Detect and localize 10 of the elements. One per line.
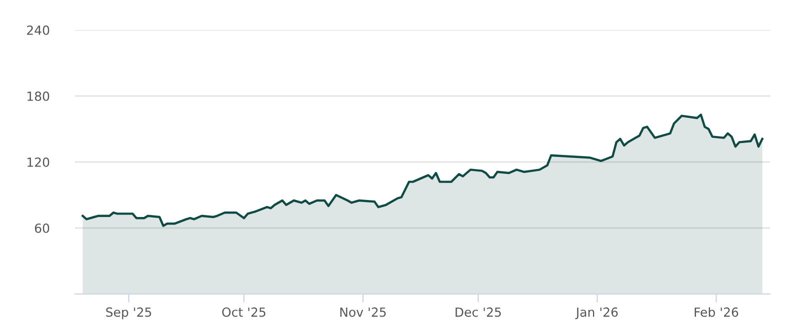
x-tick-label: Sep '25 (106, 307, 152, 320)
x-tick-label: Feb '26 (694, 307, 738, 317)
x-tick-label: Dec '25 (456, 307, 501, 317)
y-tick-label: 120 (28, 157, 50, 167)
y-tick-label: 180 (28, 91, 50, 101)
y-tick-label: 240 (27, 25, 50, 35)
y-tick-label: 60 (34, 223, 50, 233)
x-tick-label: Nov '25 (340, 307, 386, 317)
x-tick-label: Oct '25 (222, 307, 266, 317)
x-tick-label: Jan '26 (575, 307, 618, 320)
